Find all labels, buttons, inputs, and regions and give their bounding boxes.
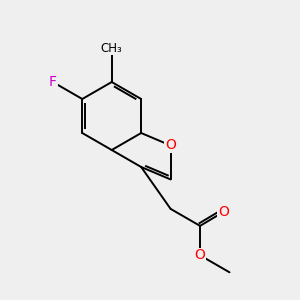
Text: F: F (49, 75, 57, 89)
Text: O: O (195, 248, 206, 262)
Text: O: O (165, 139, 176, 152)
Text: O: O (218, 205, 229, 219)
Text: CH₃: CH₃ (101, 41, 123, 55)
